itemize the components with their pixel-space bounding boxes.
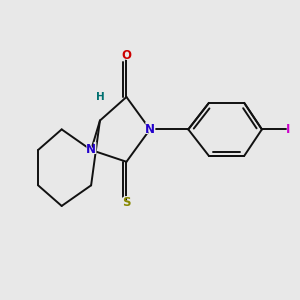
Text: N: N [85,142,98,158]
Text: O: O [122,49,131,62]
Text: S: S [121,196,132,211]
Text: I: I [286,123,291,136]
Text: N: N [86,143,96,157]
Text: I: I [286,122,291,137]
Text: N: N [145,123,155,136]
Text: H: H [96,92,104,102]
Text: O: O [120,48,133,63]
Text: S: S [122,196,131,209]
Text: H: H [94,90,106,104]
Text: N: N [144,122,156,137]
